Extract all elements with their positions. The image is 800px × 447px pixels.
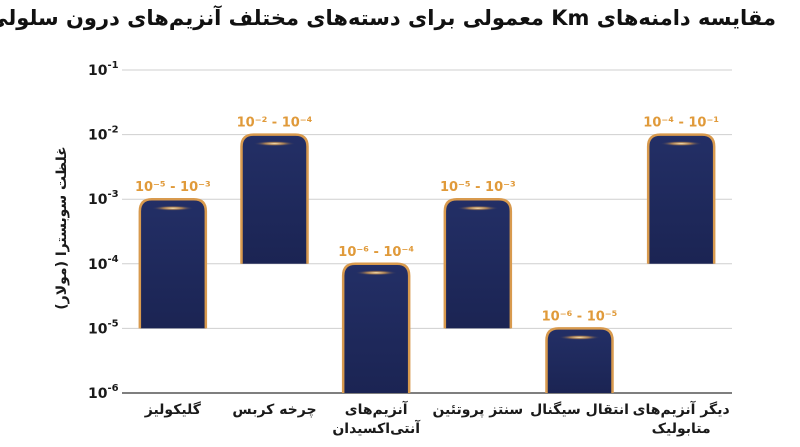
range-bar-border [646, 133, 716, 264]
x-tick-label: چرخه کربس [232, 402, 316, 418]
y-tick-label: 10-4 [88, 254, 119, 273]
bar-range-label: 10⁻⁶ - 10⁻⁵ [542, 309, 618, 324]
bar-range-label: 10⁻⁶ - 10⁻⁴ [338, 245, 414, 260]
x-tick-label: دیگر آنزیم‌های [633, 400, 730, 418]
y-tick-label: 10-2 [88, 125, 119, 144]
bar-highlight [456, 205, 499, 211]
bar-highlight [151, 205, 194, 211]
y-tick-base: 10 [88, 128, 108, 144]
x-tick-label: آنزیم‌های [345, 400, 409, 418]
x-tick-label: گلیکولیز [144, 401, 202, 418]
range-bar [139, 199, 206, 329]
bar-highlight [660, 141, 703, 147]
bar-highlight [558, 334, 601, 340]
y-tick-exponent: -5 [107, 318, 118, 329]
range-bar-border [341, 262, 411, 393]
bar-range-label: 10⁻² - 10⁻⁴ [237, 116, 313, 131]
bar-range-label: 10⁻⁵ - 10⁻³ [135, 180, 211, 195]
bars-layer [138, 133, 716, 393]
range-bar [343, 263, 410, 393]
x-tick-label: آنتی‌اکسیدان [332, 419, 421, 437]
y-axis-label: غلظت سوبسترا (مولار) [54, 146, 70, 309]
y-tick-exponent: -3 [107, 189, 118, 200]
y-tick-exponent: -2 [107, 125, 118, 136]
range-bar-border [545, 327, 614, 393]
y-tick-base: 10 [88, 321, 108, 337]
y-tick-label: 10-5 [88, 318, 119, 337]
range-bar [241, 134, 308, 264]
chart-title: مقایسه دامنه‌های Km معمولی برای دسته‌های… [0, 6, 776, 30]
y-tick-label: 10-6 [88, 383, 119, 402]
bar-highlight [253, 141, 296, 147]
y-tick-base: 10 [88, 257, 108, 273]
grid-layer [122, 69, 732, 394]
y-tick-label: 10-3 [88, 189, 119, 208]
y-tick-exponent: -4 [107, 254, 118, 265]
range-bar [546, 328, 613, 393]
y-tick-base: 10 [88, 386, 108, 402]
x-tick-label: انتقال سیگنال [530, 401, 629, 418]
y-tick-base: 10 [88, 63, 108, 79]
y-tick-base: 10 [88, 192, 108, 208]
range-bar [648, 134, 715, 264]
labels-layer: 10-110-210-310-410-510-610⁻⁵ - 10⁻³گلیکو… [88, 60, 730, 437]
range-bar-border [138, 197, 208, 329]
range-bar-border [240, 133, 309, 264]
x-tick-label: سنتز پروتئین [432, 402, 523, 418]
x-tick-label: متابولیک [652, 421, 711, 437]
range-bar-border [443, 197, 513, 329]
y-tick-label: 10-1 [88, 60, 119, 79]
bar-highlight [355, 270, 398, 276]
y-tick-exponent: -6 [107, 383, 118, 394]
range-bar [444, 199, 511, 329]
y-tick-exponent: -1 [107, 60, 118, 71]
bar-range-label: 10⁻⁴ - 10⁻¹ [643, 116, 719, 131]
bar-range-label: 10⁻⁵ - 10⁻³ [440, 180, 516, 195]
